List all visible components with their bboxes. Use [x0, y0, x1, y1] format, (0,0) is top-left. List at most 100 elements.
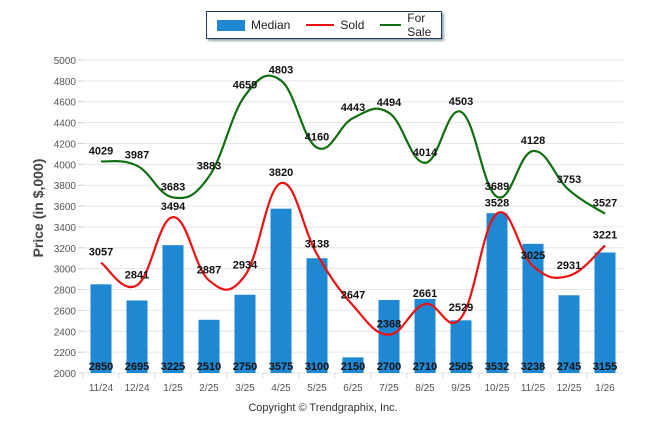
for-sale-label: 3689	[485, 181, 509, 193]
sold-label: 3221	[593, 230, 617, 242]
median-bar	[306, 258, 328, 373]
for-sale-line	[100, 74, 606, 215]
x-tick-label: 1/25	[163, 383, 183, 394]
for-sale-label: 3883	[197, 161, 221, 173]
y-tick-label: 4200	[54, 139, 77, 150]
x-tick-label: 12/25	[556, 383, 581, 394]
median-swatch	[217, 19, 245, 31]
x-tick-label: 5/25	[307, 383, 327, 394]
sold-label: 3820	[269, 167, 293, 179]
median-bar	[270, 208, 292, 373]
for-sale-label: 4494	[377, 97, 402, 109]
median-bar	[162, 245, 184, 373]
y-axis: 2000 2200 2400 2600 2800 3000 3200 3400 3600 3800…	[54, 56, 77, 380]
median-label: 2850	[89, 361, 113, 373]
y-tick-label: 4400	[54, 119, 77, 130]
y-tick-label: 2400	[54, 327, 77, 338]
median-label: 2505	[449, 361, 473, 373]
y-tick-label: 2800	[54, 286, 77, 297]
legend-item-for-sale[interactable]: For Sale	[374, 11, 441, 39]
x-tick-label: 12/24	[124, 383, 149, 394]
x-axis: 11/24 12/24 1/25 2/25 3/25 4/25 5/25 6/25 7/25 8/…	[82, 373, 615, 394]
median-label: 2695	[125, 361, 149, 373]
x-tick-label: 8/25	[415, 383, 435, 394]
sold-label: 3025	[521, 250, 545, 262]
y-axis-title: Price (in $,000)	[30, 158, 46, 258]
for-sale-label: 4029	[89, 145, 113, 157]
median-bar	[450, 320, 472, 373]
y-tick-label: 3400	[54, 223, 77, 234]
legend-label: Median	[251, 18, 291, 32]
for-sale-label: 4160	[305, 132, 329, 144]
y-tick-label: 4000	[54, 160, 77, 171]
sold-label: 3494	[161, 201, 186, 213]
for-sale-swatch	[380, 24, 402, 26]
median-bars	[90, 208, 616, 373]
legend-label: For Sale	[407, 11, 432, 39]
x-tick-label: 7/25	[379, 383, 399, 394]
sold-line	[100, 182, 606, 336]
x-tick-label: 2/25	[199, 383, 219, 394]
sold-label: 3528	[485, 198, 509, 210]
x-tick-label: 10/25	[484, 383, 509, 394]
median-bar	[378, 299, 400, 373]
legend: Median Sold For Sale	[206, 11, 442, 39]
x-tick-label: 4/25	[271, 383, 291, 394]
median-label: 3238	[521, 361, 545, 373]
median-bar	[522, 243, 544, 373]
for-sale-label: 4803	[269, 65, 293, 77]
for-sale-label: 3753	[557, 174, 581, 186]
y-tick-label: 5000	[54, 56, 77, 67]
median-bar	[486, 213, 508, 373]
median-label: 3225	[161, 361, 185, 373]
median-label: 3532	[485, 361, 509, 373]
sold-label: 2661	[413, 288, 437, 300]
series-lines	[100, 74, 606, 336]
sold-label: 3138	[305, 238, 329, 250]
y-tick-label: 3200	[54, 244, 77, 255]
sold-label: 2887	[197, 264, 221, 276]
data-labels: 2850 2695 3225 2510 2750 3575 3100 2150 2700 2710…	[89, 65, 617, 373]
median-label: 3155	[593, 361, 617, 373]
y-tick-label: 2000	[54, 369, 77, 380]
sold-label: 2931	[557, 260, 581, 272]
median-bar	[126, 300, 148, 373]
for-sale-label: 4659	[233, 80, 257, 92]
sold-label: 2368	[377, 319, 401, 331]
median-label: 2745	[557, 361, 581, 373]
sold-label: 2647	[341, 289, 365, 301]
for-sale-label: 4443	[341, 102, 365, 114]
median-label: 2150	[341, 361, 365, 373]
for-sale-label: 4014	[413, 147, 438, 159]
y-tick-label: 3800	[54, 181, 77, 192]
for-sale-label: 4128	[521, 135, 545, 147]
sold-label: 3057	[89, 247, 113, 259]
median-bar	[198, 319, 220, 373]
x-tick-label: 11/24	[89, 383, 114, 394]
for-sale-label: 4503	[449, 96, 473, 108]
median-label: 3575	[269, 361, 293, 373]
legend-label: Sold	[340, 18, 365, 32]
y-tick-label: 4600	[54, 98, 77, 109]
median-label: 2700	[377, 361, 401, 373]
y-tick-label: 2200	[54, 348, 77, 359]
x-tick-label: 9/25	[451, 383, 471, 394]
sold-label: 2529	[449, 302, 473, 314]
sold-label: 2841	[125, 269, 149, 281]
y-tick-label: 4800	[54, 77, 77, 88]
y-tick-label: 3600	[54, 202, 77, 213]
legend-item-median[interactable]: Median	[217, 18, 290, 32]
x-tick-label: 1/26	[595, 383, 615, 394]
for-sale-label: 3527	[593, 198, 617, 210]
for-sale-label: 3683	[161, 181, 185, 193]
for-sale-label: 3987	[125, 150, 149, 162]
sold-swatch	[306, 24, 335, 26]
legend-item-sold[interactable]: Sold	[300, 18, 364, 32]
median-bar	[234, 294, 256, 373]
x-tick-label: 6/25	[343, 383, 363, 394]
copyright: Copyright © Trendgraphix, Inc.	[248, 402, 398, 414]
median-label: 3100	[305, 361, 329, 373]
median-bar	[594, 252, 616, 373]
median-label: 2510	[197, 361, 221, 373]
y-tick-label: 3000	[54, 265, 77, 276]
